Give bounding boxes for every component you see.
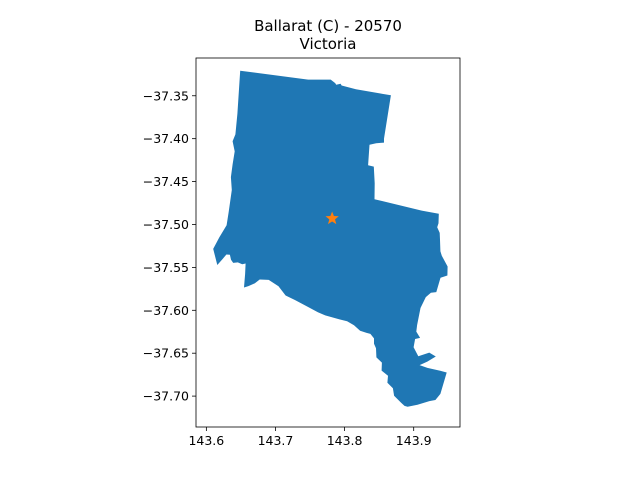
region-polygon: [213, 70, 448, 407]
y-tick-label: −37.45: [143, 174, 189, 189]
y-tick-label: −37.55: [143, 260, 189, 275]
x-tick-label: 143.8: [327, 433, 363, 448]
y-tick-label: −37.65: [143, 346, 189, 361]
x-tick-label: 143.7: [258, 433, 294, 448]
map-title-line1: Ballarat (C) - 20570: [254, 17, 402, 35]
map-title-line2: Victoria: [300, 35, 357, 53]
axes-frame: [195, 57, 461, 428]
y-tick-label: −37.40: [143, 131, 189, 146]
centroid-star-marker: [325, 211, 339, 225]
y-tick-label: −37.50: [143, 217, 189, 232]
y-tick-label: −37.70: [143, 389, 189, 404]
y-tick-label: −37.60: [143, 303, 189, 318]
x-tick-label: 143.9: [396, 433, 432, 448]
x-tick-label: 143.6: [188, 433, 224, 448]
y-tick-label: −37.35: [143, 88, 189, 103]
plot-area: 143.6 143.7 143.8 143.9 −37.35 −37.40 −37.45 −3…: [143, 57, 461, 448]
